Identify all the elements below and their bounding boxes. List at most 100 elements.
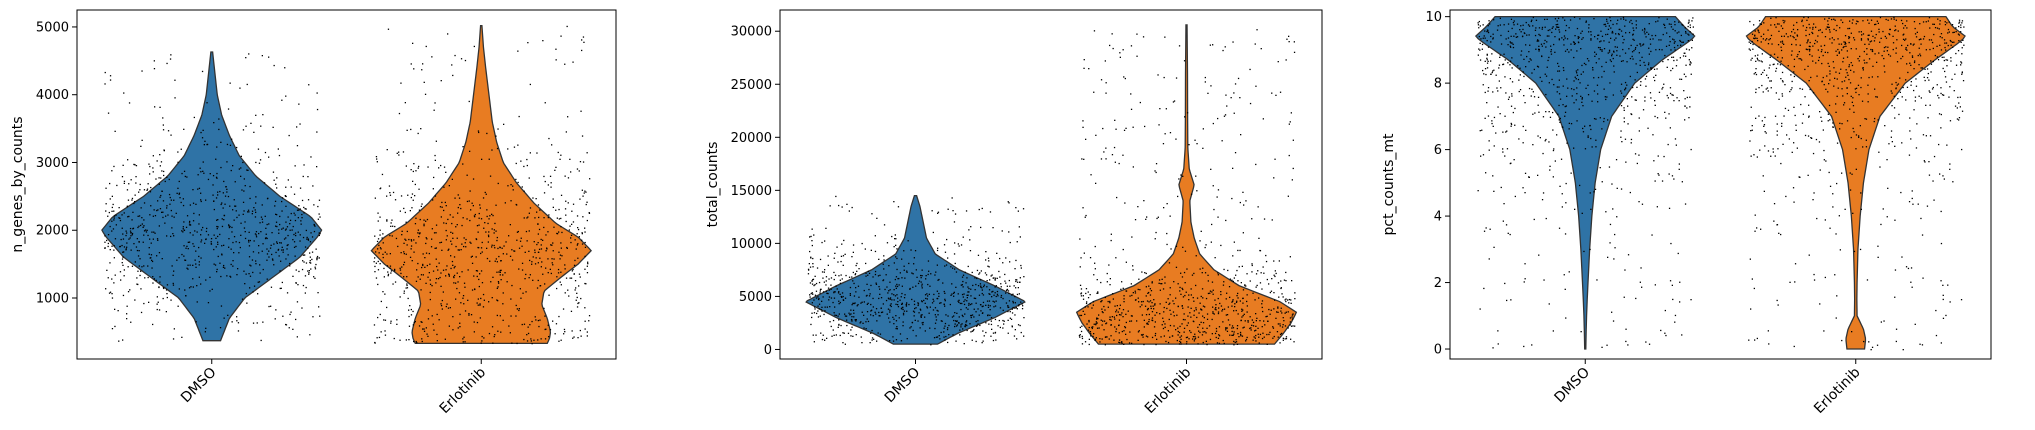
data-point (203, 172, 205, 174)
data-point (1237, 280, 1239, 282)
data-point (903, 297, 906, 299)
data-point (1649, 38, 1651, 40)
data-point (389, 267, 391, 269)
data-point (159, 106, 161, 108)
data-point (459, 276, 461, 278)
data-point (1601, 35, 1604, 37)
data-point (1226, 314, 1229, 316)
data-point (1210, 168, 1212, 170)
data-point (261, 204, 263, 206)
data-point (268, 223, 270, 225)
data-point (1249, 316, 1251, 318)
data-point (1609, 59, 1611, 61)
data-point (115, 224, 117, 226)
data-point (1482, 84, 1484, 86)
data-point (1479, 308, 1481, 310)
data-point (827, 292, 829, 295)
data-point (1511, 81, 1514, 83)
data-point (981, 342, 983, 344)
data-point (538, 248, 541, 250)
data-point (812, 278, 815, 280)
data-point (496, 299, 498, 301)
data-point (270, 244, 272, 246)
data-point (1654, 115, 1656, 118)
data-point (1689, 96, 1691, 98)
data-point (531, 320, 533, 323)
data-point (189, 204, 191, 206)
data-point (838, 303, 840, 305)
data-point (538, 228, 541, 231)
data-point (1251, 263, 1253, 265)
data-point (144, 229, 147, 231)
data-point (152, 215, 154, 217)
data-point (125, 248, 127, 250)
data-point (557, 151, 559, 154)
data-point (960, 326, 962, 328)
data-point (821, 241, 823, 244)
data-point (572, 203, 575, 205)
data-point (1104, 344, 1106, 346)
data-point (895, 287, 897, 289)
data-point (1278, 296, 1280, 298)
data-point (1141, 304, 1143, 306)
data-point (552, 264, 554, 266)
data-point (303, 206, 305, 209)
data-point (166, 293, 168, 295)
data-point (488, 235, 490, 238)
data-point (1590, 38, 1592, 40)
data-point (1922, 277, 1924, 279)
data-point (815, 282, 818, 285)
data-point (1629, 57, 1632, 60)
data-point (549, 175, 552, 177)
data-point (1883, 50, 1885, 52)
data-point (441, 249, 443, 251)
data-point (1201, 334, 1204, 336)
data-point (1269, 291, 1271, 294)
data-point (384, 330, 386, 332)
data-point (520, 160, 522, 162)
data-point (391, 235, 393, 237)
data-point (982, 340, 984, 342)
data-point (1158, 282, 1160, 284)
data-point (493, 229, 495, 231)
data-point (1757, 54, 1759, 56)
data-point (811, 240, 813, 242)
data-point (1510, 18, 1513, 20)
data-point (544, 283, 546, 285)
data-point (309, 334, 311, 336)
data-point (181, 253, 183, 256)
data-point (480, 342, 482, 344)
data-point (1158, 124, 1160, 126)
data-point (1483, 73, 1485, 75)
data-point (1678, 21, 1680, 23)
data-point (1164, 282, 1166, 284)
data-point (916, 276, 918, 278)
data-point (981, 312, 984, 314)
data-point (1078, 335, 1081, 337)
data-point (299, 187, 302, 189)
data-point (1082, 120, 1084, 122)
data-point (1826, 26, 1828, 28)
data-point (921, 322, 923, 324)
data-point (1530, 95, 1532, 97)
data-point (450, 240, 452, 242)
data-point (1285, 338, 1288, 340)
data-point (1937, 59, 1940, 61)
data-point (812, 334, 814, 336)
data-point (1633, 29, 1635, 32)
data-point (1822, 76, 1824, 79)
data-point (435, 258, 437, 260)
data-point (1285, 298, 1287, 300)
data-point (915, 307, 917, 309)
data-point (821, 338, 824, 341)
data-point (911, 321, 914, 324)
data-point (407, 194, 409, 196)
data-point (1096, 322, 1098, 324)
data-point (1192, 297, 1194, 299)
y-tick-label: 25000 (731, 78, 772, 93)
data-point (1162, 288, 1165, 290)
data-point (142, 241, 144, 243)
data-point (457, 194, 459, 196)
data-point (888, 265, 890, 267)
